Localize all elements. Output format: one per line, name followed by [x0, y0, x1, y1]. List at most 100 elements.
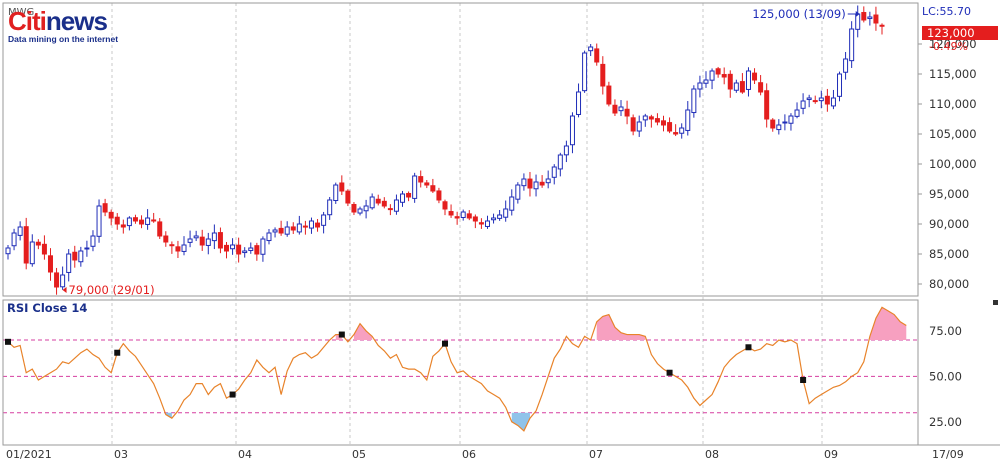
candle-down [448, 211, 454, 216]
candle-down [721, 74, 727, 78]
rsi-overbought-fill [869, 307, 907, 340]
candle-up [497, 214, 503, 219]
candle-up [357, 208, 363, 214]
high-annotation: 125,000 (13/09) [752, 7, 845, 21]
change-pct: -0.49% [929, 40, 968, 53]
candle-down [114, 216, 120, 225]
candle-up [533, 181, 539, 190]
candle-up [679, 127, 685, 134]
price-tick-label: 115,000 [929, 67, 977, 81]
candle-up [11, 232, 17, 247]
x-tick-label: 01/2021 [6, 448, 52, 461]
rsi-signal-marker [800, 377, 807, 383]
price-tick-label: 90,000 [929, 217, 969, 231]
candle-down [478, 222, 484, 225]
x-tick-label: 17/09 [932, 448, 964, 461]
candle-up [126, 217, 132, 227]
candle-up [691, 88, 697, 114]
candle-up [363, 205, 369, 212]
candle-up [830, 97, 836, 107]
candle-down [290, 226, 296, 231]
low-arrow-head [62, 287, 67, 293]
candle-up [333, 184, 339, 202]
logo-brand-prefix: Citi [8, 6, 47, 36]
candle-up [642, 115, 648, 121]
candle-down [157, 221, 163, 237]
candle-up [460, 211, 466, 218]
candle-up [284, 226, 290, 235]
candle-down [879, 24, 885, 27]
price-tick-label: 95,000 [929, 187, 969, 201]
candle-up [84, 247, 90, 250]
candle-down [673, 132, 679, 135]
candle-up [794, 109, 800, 117]
x-tick-label: 05 [352, 448, 366, 461]
rsi-signal-marker [745, 344, 752, 351]
candle-down [351, 203, 357, 213]
candle-up [230, 244, 236, 250]
candle-up [327, 199, 333, 216]
candle-down [23, 226, 29, 264]
candle-up [96, 205, 102, 237]
rsi-line [7, 306, 907, 432]
candle-down [661, 120, 666, 126]
candle-down [163, 235, 169, 243]
candle-up [576, 91, 582, 115]
candle-up [266, 232, 272, 242]
price-tick-label: 80,000 [929, 277, 969, 291]
candle-up [818, 97, 824, 102]
candle-up [260, 238, 266, 255]
rsi-signal-marker [5, 338, 11, 345]
candle-up [369, 196, 375, 209]
logo-tagline: Data mining on the internet [8, 34, 119, 44]
candle-up [187, 238, 193, 243]
candle-up [393, 199, 399, 212]
candle-up [782, 121, 788, 124]
price-candles [5, 5, 885, 295]
logo-brand-suffix: news [45, 6, 108, 36]
candle-down [418, 176, 424, 183]
rsi-layer [5, 306, 907, 432]
candle-up [563, 145, 569, 156]
candle-up [78, 250, 84, 263]
chart-labels: 01/2021 03 04 05 06 07 08 09 17/09 120,000 115,000… [6, 5, 998, 461]
candle-down [539, 181, 545, 186]
x-tick-label: 07 [589, 448, 603, 461]
candle-down [764, 90, 770, 120]
candle-down [770, 119, 776, 129]
candle-down [54, 272, 60, 288]
rsi-tick-label: 50.00 [929, 369, 962, 383]
candle-down [169, 244, 175, 247]
candle-up [557, 154, 563, 170]
candle-up [697, 82, 703, 90]
candle-up [60, 274, 66, 288]
candle-up [703, 79, 709, 84]
price-tick-label: 110,000 [929, 97, 977, 111]
candle-down [315, 222, 321, 228]
candle-down [436, 190, 442, 201]
candle-up [569, 115, 575, 146]
candle-down [861, 12, 867, 21]
x-tick-label: 06 [462, 448, 476, 461]
candle-down [454, 216, 460, 219]
candle-down [612, 104, 618, 114]
candle-down [72, 251, 78, 261]
candle-down [667, 122, 673, 132]
candle-up [491, 217, 497, 221]
rsi-tick-label: 25.00 [929, 415, 962, 429]
candle-down [406, 192, 412, 198]
candle-up [66, 253, 72, 273]
candle-down [624, 108, 630, 117]
candle-down [35, 241, 41, 246]
candle-down [139, 219, 145, 225]
rsi-tick-label: 75.00 [929, 324, 962, 338]
candle-down [254, 245, 260, 255]
candle-down [824, 95, 830, 105]
x-tick-label: 08 [705, 448, 719, 461]
candle-up [837, 73, 843, 97]
candle-down [466, 213, 472, 219]
logo-brand: Citinews [8, 8, 120, 34]
candle-down [606, 85, 612, 105]
candle-down [224, 244, 229, 252]
